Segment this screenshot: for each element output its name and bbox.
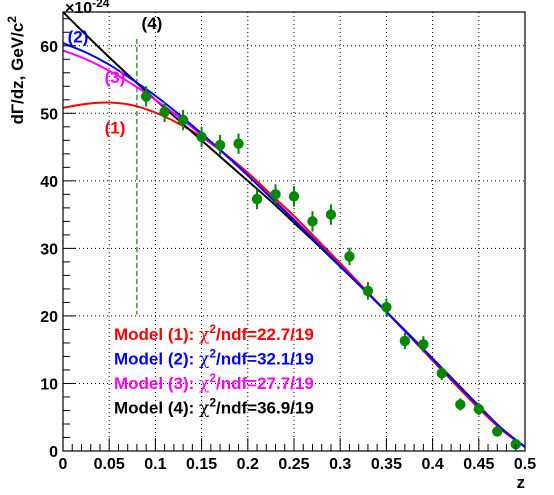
y-axis-title-main: dΓ/dz, GeV/c xyxy=(8,23,27,125)
data-point-marker xyxy=(325,209,337,220)
y-exponent-label: ×10-24 xyxy=(65,0,110,17)
x-tick-label: 0.3 xyxy=(329,456,351,473)
data-point-marker xyxy=(436,368,448,379)
data-point xyxy=(344,247,355,266)
y-tick-label: 60 xyxy=(40,39,58,56)
curve-labels: (4) (2) (3) (1) xyxy=(68,14,163,138)
data-point xyxy=(196,126,207,148)
data-point xyxy=(492,426,503,437)
data-point xyxy=(418,336,429,353)
data-point-marker xyxy=(233,138,244,149)
model-1-curve xyxy=(63,101,525,448)
data-point xyxy=(307,211,318,232)
legend-chi2-value: /ndf=22.7/19 xyxy=(216,325,314,344)
data-point xyxy=(270,184,281,205)
legend-chi-symbol: χ xyxy=(199,325,209,345)
data-point xyxy=(177,109,189,131)
data-point xyxy=(399,332,411,350)
x-tick-label: 0.2 xyxy=(237,456,259,473)
data-point-marker xyxy=(288,191,300,202)
data-points xyxy=(140,86,521,450)
data-point-marker xyxy=(381,301,392,313)
legend-chi-symbol: χ xyxy=(199,350,209,370)
curve-label: (2) xyxy=(68,27,89,46)
data-point-marker xyxy=(418,339,429,350)
data-point xyxy=(436,366,448,381)
legend-chi-superscript: 2 xyxy=(209,396,216,410)
x-tick-label: 0.35 xyxy=(371,456,402,473)
data-point-marker xyxy=(455,399,466,410)
data-point xyxy=(473,403,484,416)
x-tick-label: 0.45 xyxy=(463,456,494,473)
x-tick-label: 0.25 xyxy=(278,456,309,473)
legend-chi-symbol: χ xyxy=(199,374,209,394)
data-point xyxy=(159,101,170,123)
curve-label: (3) xyxy=(105,68,126,87)
data-point-marker xyxy=(140,91,152,102)
x-tick-label: 0.05 xyxy=(94,456,125,473)
data-point-marker xyxy=(196,131,207,143)
model-2-curve xyxy=(63,42,525,448)
data-point xyxy=(233,133,244,154)
data-point-marker xyxy=(177,114,189,126)
axes: 0 0.05 0.1 0.15 0.2 0.25 0.3 0.35 0.4 0.45 0.5 0 10 2… xyxy=(5,0,536,492)
x-tick-label: 0 xyxy=(59,456,68,473)
x-tick-label: 0.5 xyxy=(514,456,536,473)
y-tick-label: 20 xyxy=(40,309,58,326)
data-point-marker xyxy=(270,189,281,200)
curve-label: (4) xyxy=(142,14,163,33)
legend-chi2-value: /ndf=27.7/19 xyxy=(216,374,314,393)
x-tick-label: 0.15 xyxy=(186,456,217,473)
y-tick-label: 30 xyxy=(40,241,58,258)
model-curves xyxy=(63,12,525,448)
data-point xyxy=(362,282,374,300)
legend-chi2-value: /ndf=36.9/19 xyxy=(216,399,314,418)
data-point-marker xyxy=(362,285,374,297)
x-tick-label: 0.4 xyxy=(421,456,443,473)
data-point xyxy=(214,134,226,156)
curve-label: (1) xyxy=(105,119,126,138)
x-axis-title: z xyxy=(517,473,526,492)
data-point-marker xyxy=(399,335,411,347)
legend-chi-superscript: 2 xyxy=(209,371,216,385)
data-point-marker xyxy=(492,426,503,437)
legend-model-name: Model (3): xyxy=(114,374,199,393)
data-point-marker xyxy=(251,193,263,205)
legend-model-name: Model (2): xyxy=(114,350,199,369)
data-point xyxy=(251,188,263,210)
legend-model-name: Model (4): xyxy=(114,399,199,418)
data-point xyxy=(455,398,466,411)
legend-entry-model-1: Model (1): χ2/ndf=22.7/19 xyxy=(114,322,314,345)
data-point-marker xyxy=(307,216,318,227)
y-tick-label: 50 xyxy=(40,106,58,123)
legend-chi-superscript: 2 xyxy=(209,322,216,336)
data-point xyxy=(140,86,152,107)
y-tick-label: 0 xyxy=(49,444,58,461)
y-exponent-power: -24 xyxy=(92,0,110,10)
legend-chi-symbol: χ xyxy=(199,399,209,419)
legend-model-name: Model (1): xyxy=(114,325,199,344)
legend-chi-superscript: 2 xyxy=(209,347,216,361)
data-point-marker xyxy=(344,251,355,262)
grid xyxy=(63,12,525,451)
y-tick-label: 40 xyxy=(40,174,58,191)
x-tick-label: 0.1 xyxy=(144,456,166,473)
y-axis-title-superscript: 2 xyxy=(5,16,19,23)
data-point-marker xyxy=(214,139,226,151)
legend-entry-model-3: Model (3): χ2/ndf=27.7/19 xyxy=(114,371,314,394)
legend-entry-model-2: Model (2): χ2/ndf=32.1/19 xyxy=(114,347,314,370)
y-exponent-base: ×10 xyxy=(65,0,92,17)
y-axis-title: dΓ/dz, GeV/c2 xyxy=(5,16,27,125)
data-point-marker xyxy=(473,403,484,415)
data-point xyxy=(381,298,392,316)
data-point xyxy=(288,186,300,207)
y-tick-label: 10 xyxy=(40,376,58,393)
legend-entry-model-4: Model (4): χ2/ndf=36.9/19 xyxy=(114,396,314,419)
data-point xyxy=(325,204,337,225)
data-point-marker xyxy=(159,106,170,118)
legend-chi2-value: /ndf=32.1/19 xyxy=(216,350,314,369)
